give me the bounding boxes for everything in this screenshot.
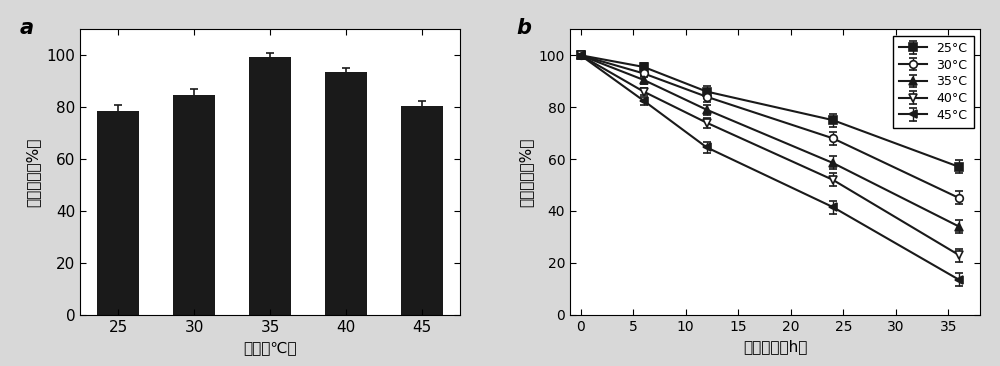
Text: b: b (517, 18, 532, 38)
Bar (401, 106, 443, 315)
Y-axis label: 相对酶活（%）: 相对酶活（%） (26, 137, 41, 207)
Bar (249, 56, 291, 315)
X-axis label: 温度（℃）: 温度（℃） (243, 340, 297, 355)
Bar (173, 96, 215, 315)
X-axis label: 孵育时间（h）: 孵育时间（h） (743, 339, 807, 354)
Text: a: a (19, 18, 33, 38)
Y-axis label: 相对酶活（%）: 相对酶活（%） (518, 137, 533, 207)
Bar (325, 72, 367, 315)
Bar (97, 111, 139, 315)
Legend: 25°C, 30°C, 35°C, 40°C, 45°C: 25°C, 30°C, 35°C, 40°C, 45°C (893, 36, 974, 128)
